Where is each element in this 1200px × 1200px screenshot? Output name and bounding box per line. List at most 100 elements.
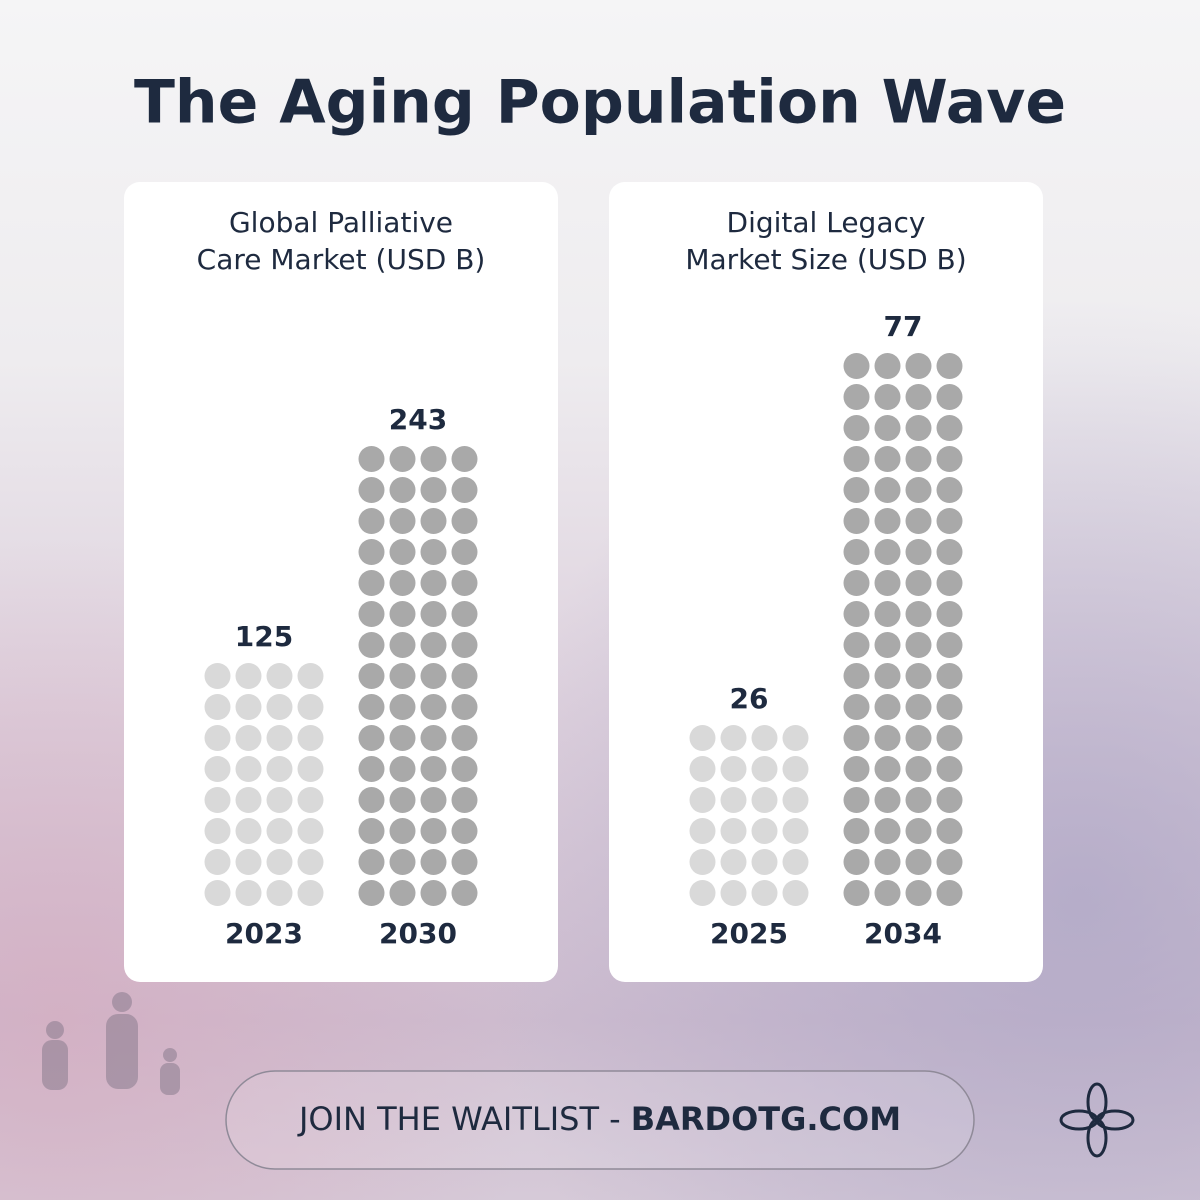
dot (751, 880, 778, 906)
dot (905, 756, 932, 782)
dot (451, 570, 478, 596)
dot (751, 787, 778, 813)
dot (358, 880, 385, 906)
dot (204, 756, 231, 782)
value-label: 243 (389, 403, 447, 436)
chart-title: Market Size (USD B) (685, 243, 966, 276)
dot (451, 477, 478, 503)
dot (420, 694, 447, 720)
dot (235, 725, 262, 751)
dot (843, 663, 870, 689)
dot (720, 725, 747, 751)
dot (297, 663, 324, 689)
dot (389, 632, 416, 658)
dot (451, 508, 478, 534)
dot (874, 446, 901, 472)
dot (689, 725, 716, 751)
dot (936, 849, 963, 875)
dot (420, 508, 447, 534)
dot (843, 446, 870, 472)
dot (389, 849, 416, 875)
dot (936, 694, 963, 720)
dot (874, 570, 901, 596)
dot (905, 725, 932, 751)
dot (874, 353, 901, 379)
dot (420, 725, 447, 751)
logo (1059, 1082, 1135, 1158)
dot (297, 880, 324, 906)
value-label: 77 (884, 310, 923, 343)
cta-link[interactable]: BARDOTG.COM (631, 1100, 901, 1138)
dot (389, 477, 416, 503)
dot (358, 756, 385, 782)
dot (936, 446, 963, 472)
dot (266, 787, 293, 813)
dot (266, 725, 293, 751)
chart-title: Global Palliative (229, 206, 453, 239)
card (124, 182, 558, 982)
dot (266, 756, 293, 782)
dot (905, 446, 932, 472)
dot (843, 694, 870, 720)
dot (420, 539, 447, 565)
dot (389, 508, 416, 534)
page-title: The Aging Population Wave (134, 68, 1066, 138)
dot (358, 787, 385, 813)
dot (451, 880, 478, 906)
dot (204, 725, 231, 751)
dot (936, 353, 963, 379)
dot (874, 849, 901, 875)
dot (782, 725, 809, 751)
chart-title: Care Market (USD B) (197, 243, 486, 276)
dot (389, 570, 416, 596)
dot (204, 818, 231, 844)
dot (874, 508, 901, 534)
x-tick-label: 2034 (864, 917, 942, 950)
dot (843, 601, 870, 627)
cta-text[interactable]: JOIN THE WAITLIST - (297, 1100, 621, 1138)
dot (389, 818, 416, 844)
dot (905, 849, 932, 875)
dot (420, 880, 447, 906)
dot (905, 601, 932, 627)
dot (874, 756, 901, 782)
dot (720, 787, 747, 813)
dot (451, 539, 478, 565)
dot (843, 818, 870, 844)
dot (843, 787, 870, 813)
dot (689, 818, 716, 844)
dot (389, 663, 416, 689)
dot (235, 694, 262, 720)
dot (389, 756, 416, 782)
dot (451, 632, 478, 658)
dot (782, 849, 809, 875)
dot (204, 663, 231, 689)
dot (720, 880, 747, 906)
dot-column (358, 446, 478, 906)
dot (843, 756, 870, 782)
dot (874, 601, 901, 627)
dot (235, 880, 262, 906)
dot (358, 849, 385, 875)
dot (936, 818, 963, 844)
dot (905, 694, 932, 720)
dot (843, 570, 870, 596)
dot (843, 849, 870, 875)
dot (782, 880, 809, 906)
dot (451, 849, 478, 875)
dot (358, 694, 385, 720)
dot (751, 818, 778, 844)
dot (905, 384, 932, 410)
dot (420, 756, 447, 782)
dot (874, 725, 901, 751)
value-label: 26 (730, 682, 769, 715)
dot (689, 880, 716, 906)
dot (782, 756, 809, 782)
cta-button[interactable] (225, 1070, 975, 1170)
dot (843, 477, 870, 503)
dot (389, 694, 416, 720)
dot (389, 725, 416, 751)
dot (689, 849, 716, 875)
cta-label[interactable]: JOIN THE WAITLIST - BARDOTG.COM (297, 1100, 901, 1138)
